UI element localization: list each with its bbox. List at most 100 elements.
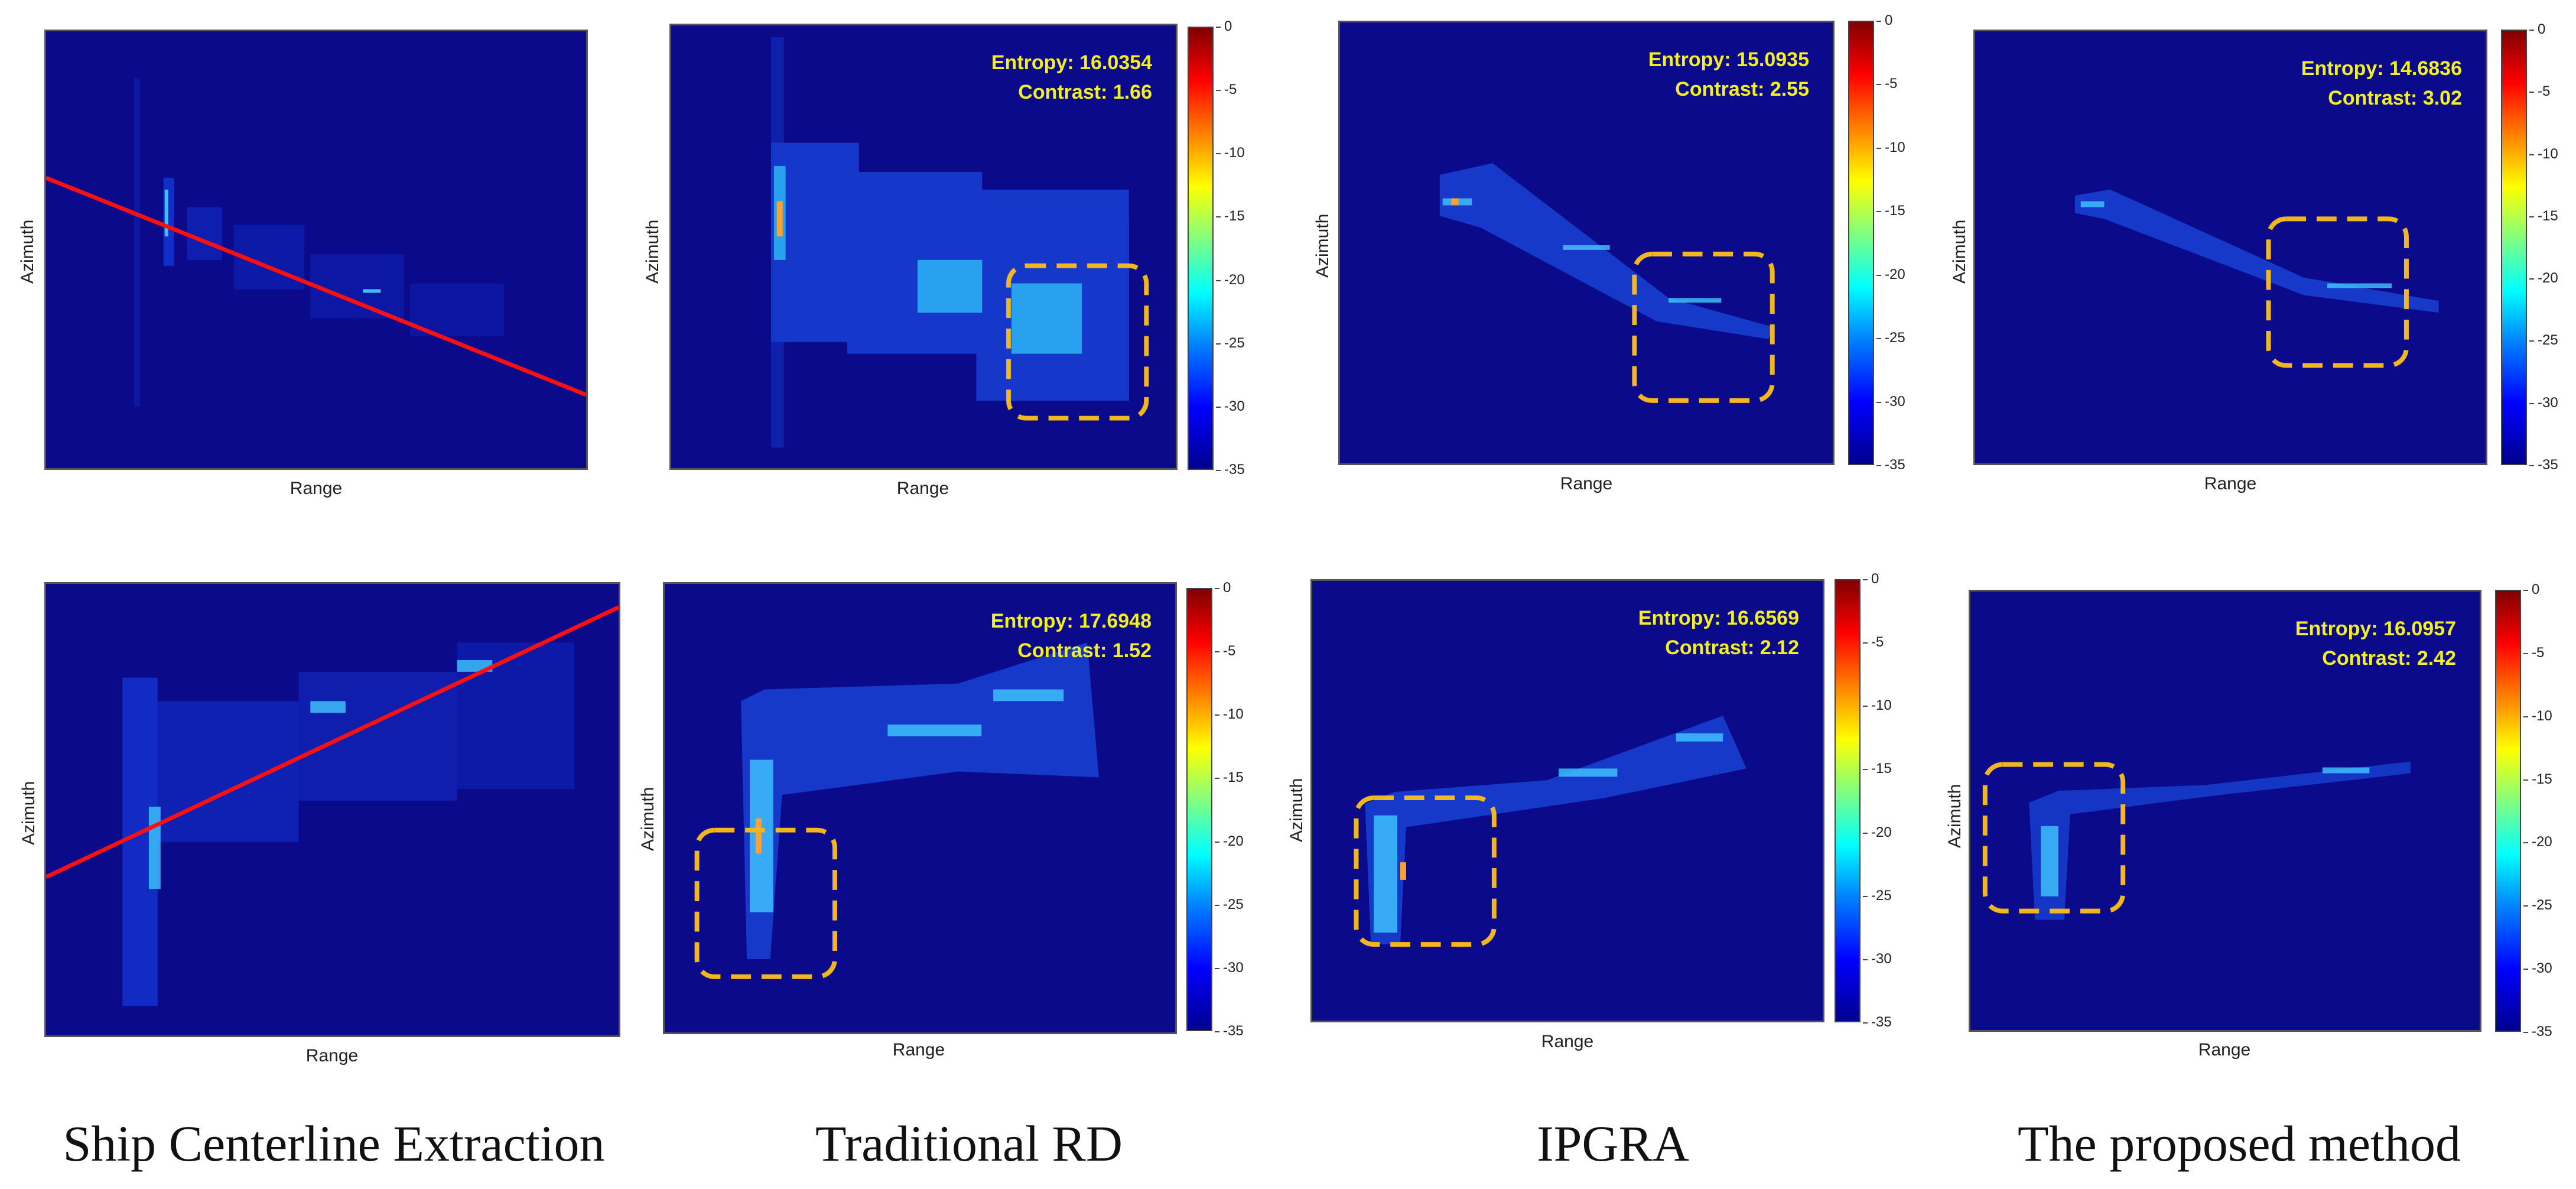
colorbar-tick: -5 <box>2529 83 2551 100</box>
roi-box <box>1006 263 1149 421</box>
x-axis-label: Range <box>305 1046 359 1065</box>
metric-entropy: Entropy: 16.0354 <box>991 51 1152 74</box>
colorbar <box>2501 30 2527 465</box>
colorbar <box>1188 27 1214 470</box>
roi-box <box>1354 795 1497 947</box>
y-axis-label: Azimuth <box>643 219 662 284</box>
roi-box <box>1632 251 1775 403</box>
colorbar-tick: -35 <box>1876 457 1905 473</box>
colorbar-tick: -35 <box>1215 1023 1244 1039</box>
colorbar-tick: -10 <box>2529 145 2558 162</box>
colorbar-tick: -15 <box>1215 769 1244 786</box>
metric-entropy: Entropy: 16.0957 <box>2295 618 2456 640</box>
colorbar-tick: -30 <box>2523 960 2552 977</box>
colorbar-tick: 0 <box>2529 21 2546 37</box>
colorbar-tick: -10 <box>2523 707 2552 724</box>
colorbar-tick: -10 <box>1216 145 1245 161</box>
colorbar-tick: -30 <box>1215 959 1244 976</box>
centerline-panel-row2 <box>44 582 620 1037</box>
colorbar-tick: -30 <box>1863 950 1892 967</box>
metric-entropy: Entropy: 14.6836 <box>2301 57 2462 80</box>
colorbar-tick: -35 <box>2523 1024 2552 1039</box>
caption-centerline: Ship Centerline Extraction <box>63 1115 605 1172</box>
colorbar-tick: -30 <box>1876 393 1905 410</box>
y-axis-label: Azimuth <box>1950 219 1969 284</box>
colorbar-tick: 0 <box>2523 581 2540 597</box>
metric-entropy: Entropy: 17.6948 <box>990 610 1152 632</box>
rd-panel-row1: Entropy: 16.0354 Contrast: 1.66 <box>669 24 1178 470</box>
ship-centerline <box>46 176 586 397</box>
ship-centerline <box>46 605 619 879</box>
colorbar-tick: -5 <box>1215 82 1237 98</box>
y-axis-label: Azimuth <box>19 781 38 845</box>
colorbar-tick: -5 <box>2523 644 2545 661</box>
x-axis-label: Range <box>2198 1040 2251 1060</box>
colorbar-tick: -25 <box>2523 897 2552 914</box>
x-axis-label: Range <box>892 1040 945 1060</box>
colorbar-tick: -20 <box>1876 266 1905 282</box>
colorbar-tick: -5 <box>1862 634 1884 651</box>
colorbar-tick: -35 <box>1216 462 1245 477</box>
ipgra-panel-row1: Entropy: 15.0935 Contrast: 2.55 <box>1338 21 1835 465</box>
roi-box <box>2266 216 2409 368</box>
metric-entropy: Entropy: 15.0935 <box>1648 48 1809 71</box>
colorbar-tick: -5 <box>1214 643 1236 660</box>
roi-box <box>694 827 837 979</box>
metric-contrast: Contrast: 1.52 <box>1017 639 1152 662</box>
colorbar-tick: -20 <box>2529 270 2558 287</box>
x-axis-label: Range <box>1560 474 1613 493</box>
colorbar-tick: -25 <box>1863 887 1892 904</box>
metric-entropy: Entropy: 16.6569 <box>1638 607 1799 629</box>
colorbar-tick: 0 <box>1862 571 1879 587</box>
caption-traditional-rd: Traditional RD <box>815 1115 1123 1172</box>
colorbar-tick: -15 <box>1863 761 1892 777</box>
colorbar <box>1835 579 1861 1022</box>
x-axis-label: Range <box>1541 1032 1594 1051</box>
y-axis-label: Azimuth <box>18 219 37 284</box>
colorbar-tick: -30 <box>2529 394 2558 411</box>
ipgra-panel-row2: Entropy: 16.6569 Contrast: 2.12 <box>1310 579 1824 1022</box>
colorbar-tick: -25 <box>1215 896 1244 912</box>
metric-contrast: Contrast: 3.02 <box>2328 87 2462 109</box>
colorbar-tick: -35 <box>1863 1014 1892 1030</box>
y-axis-label: Azimuth <box>1287 778 1306 842</box>
colorbar-tick: -30 <box>1216 398 1245 414</box>
colorbar-tick: -25 <box>1876 330 1905 346</box>
colorbar-tick: -20 <box>1215 833 1244 849</box>
colorbar-tick: -20 <box>1216 271 1245 288</box>
caption-ipgra: IPGRA <box>1536 1115 1690 1172</box>
y-axis-label: Azimuth <box>1313 213 1332 278</box>
colorbar-tick: 0 <box>1876 12 1893 28</box>
roi-box <box>1982 762 2126 914</box>
colorbar-tick: -10 <box>1863 697 1892 714</box>
colorbar-tick: 0 <box>1214 580 1231 596</box>
proposed-panel-row2: Entropy: 16.0957 Contrast: 2.42 <box>1969 590 2481 1032</box>
rd-panel-row2: Entropy: 17.6948 Contrast: 1.52 <box>663 582 1177 1034</box>
x-axis-label: Range <box>896 479 949 498</box>
colorbar-tick: -15 <box>2523 771 2552 787</box>
colorbar-tick: -10 <box>1876 139 1905 155</box>
colorbar-tick: -20 <box>1863 824 1892 840</box>
x-axis-label: Range <box>290 479 343 498</box>
caption-proposed: The proposed method <box>2018 1115 2461 1172</box>
colorbar <box>1186 588 1212 1031</box>
colorbar-tick: -15 <box>1876 203 1905 219</box>
colorbar-tick: -15 <box>2529 207 2558 224</box>
colorbar-tick: -35 <box>2529 457 2558 473</box>
colorbar <box>1848 21 1874 465</box>
colorbar-tick: -25 <box>1216 334 1245 351</box>
metric-contrast: Contrast: 1.66 <box>1018 81 1152 103</box>
colorbar-tick: -5 <box>1876 76 1898 92</box>
colorbar-tick: -25 <box>2529 332 2558 349</box>
colorbar <box>2495 590 2521 1032</box>
colorbar-tick: -15 <box>1216 208 1245 225</box>
colorbar-tick: 0 <box>1215 18 1232 34</box>
x-axis-label: Range <box>2204 474 2257 493</box>
y-axis-label: Azimuth <box>1945 784 1964 848</box>
y-axis-label: Azimuth <box>638 787 658 851</box>
metric-contrast: Contrast: 2.55 <box>1675 78 1809 100</box>
colorbar-tick: -20 <box>2523 834 2552 850</box>
metric-contrast: Contrast: 2.42 <box>2322 647 2456 670</box>
proposed-panel-row1: Entropy: 14.6836 Contrast: 3.02 <box>1973 30 2487 465</box>
centerline-panel-row1 <box>44 30 588 470</box>
